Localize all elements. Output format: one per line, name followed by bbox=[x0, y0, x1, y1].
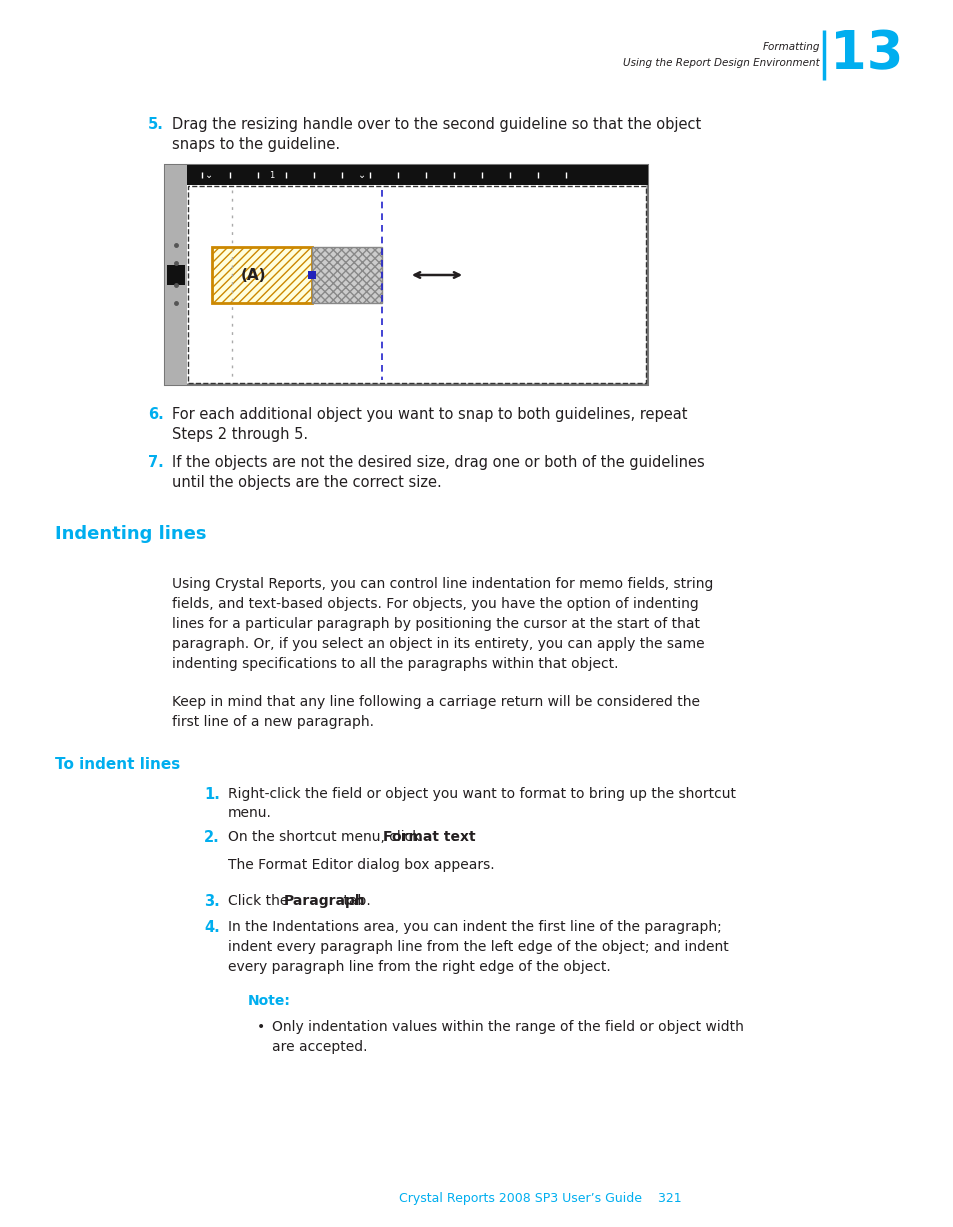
Bar bbox=[167, 265, 185, 285]
Text: indent every paragraph line from the left edge of the object; and indent: indent every paragraph line from the lef… bbox=[228, 940, 728, 955]
Text: Formatting: Formatting bbox=[761, 42, 820, 52]
Bar bbox=[187, 164, 647, 185]
Text: Drag the resizing handle over to the second guideline so that the object
snaps t: Drag the resizing handle over to the sec… bbox=[172, 117, 700, 152]
Text: (A): (A) bbox=[241, 267, 267, 282]
Text: Paragraph: Paragraph bbox=[283, 894, 365, 908]
Text: Crystal Reports 2008 SP3 User’s Guide    321: Crystal Reports 2008 SP3 User’s Guide 32… bbox=[398, 1191, 680, 1205]
Text: Only indentation values within the range of the field or object width: Only indentation values within the range… bbox=[272, 1020, 743, 1034]
Text: 4.: 4. bbox=[204, 920, 220, 935]
Text: indenting specifications to all the paragraphs within that object.: indenting specifications to all the para… bbox=[172, 656, 618, 671]
Text: paragraph. Or, if you select an object in its entirety, you can apply the same: paragraph. Or, if you select an object i… bbox=[172, 637, 704, 652]
Text: 6.: 6. bbox=[148, 407, 164, 422]
Text: •: • bbox=[256, 1020, 265, 1034]
Text: 1: 1 bbox=[269, 171, 274, 179]
Text: On the shortcut menu, click: On the shortcut menu, click bbox=[228, 829, 424, 844]
Bar bbox=[188, 187, 645, 383]
Text: 5.: 5. bbox=[148, 117, 164, 133]
Text: every paragraph line from the right edge of the object.: every paragraph line from the right edge… bbox=[228, 960, 610, 974]
Text: If the objects are not the desired size, drag one or both of the guidelines
unti: If the objects are not the desired size,… bbox=[172, 455, 704, 491]
Text: Using Crystal Reports, you can control line indentation for memo fields, string: Using Crystal Reports, you can control l… bbox=[172, 577, 713, 591]
Bar bbox=[312, 247, 381, 303]
Text: 3.: 3. bbox=[204, 894, 220, 909]
Text: 2.: 2. bbox=[204, 829, 220, 845]
Text: For each additional object you want to snap to both guidelines, repeat
Steps 2 t: For each additional object you want to s… bbox=[172, 407, 687, 443]
Text: 1.: 1. bbox=[204, 787, 220, 802]
Text: Format text: Format text bbox=[383, 829, 476, 844]
Text: 7.: 7. bbox=[148, 455, 164, 470]
Text: Using the Report Design Environment: Using the Report Design Environment bbox=[622, 58, 820, 67]
Bar bbox=[308, 271, 315, 279]
Text: Note:: Note: bbox=[248, 994, 291, 1009]
Text: Right-click the field or object you want to format to bring up the shortcut
menu: Right-click the field or object you want… bbox=[228, 787, 735, 820]
Text: 13: 13 bbox=[829, 28, 902, 80]
Bar bbox=[187, 185, 645, 383]
Text: Indenting lines: Indenting lines bbox=[55, 525, 206, 544]
Text: ⌄: ⌄ bbox=[205, 171, 213, 180]
Text: The Format Editor dialog box appears.: The Format Editor dialog box appears. bbox=[228, 858, 494, 872]
Text: In the Indentations area, you can indent the first line of the paragraph;: In the Indentations area, you can indent… bbox=[228, 920, 721, 934]
Text: lines for a particular paragraph by positioning the cursor at the start of that: lines for a particular paragraph by posi… bbox=[172, 617, 700, 631]
Text: tab.: tab. bbox=[339, 894, 371, 908]
Text: Click the: Click the bbox=[228, 894, 293, 908]
Text: first line of a new paragraph.: first line of a new paragraph. bbox=[172, 715, 374, 729]
Text: .: . bbox=[451, 829, 456, 844]
Text: Keep in mind that any line following a carriage return will be considered the: Keep in mind that any line following a c… bbox=[172, 694, 700, 709]
Text: fields, and text-based objects. For objects, you have the option of indenting: fields, and text-based objects. For obje… bbox=[172, 598, 698, 611]
Text: are accepted.: are accepted. bbox=[272, 1040, 367, 1054]
Bar bbox=[165, 164, 647, 385]
Text: To indent lines: To indent lines bbox=[55, 757, 180, 772]
Text: ⌄: ⌄ bbox=[357, 171, 366, 180]
Bar bbox=[165, 164, 187, 385]
Bar bbox=[212, 247, 312, 303]
